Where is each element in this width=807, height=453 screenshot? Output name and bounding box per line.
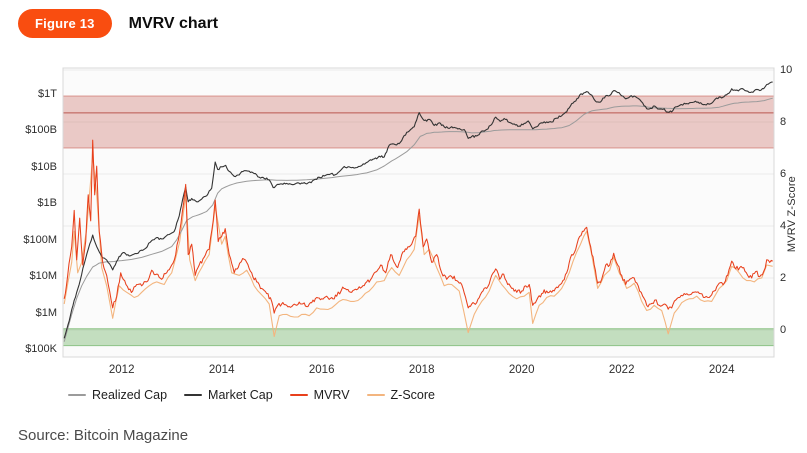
x-axis-tick: 2020: [508, 364, 535, 376]
right-axis-title: MVRV Z-Score: [786, 176, 798, 253]
y-axis-right-tick: 10: [780, 64, 793, 76]
legend-item-market-cap[interactable]: Market Cap: [184, 388, 273, 402]
legend-label: Market Cap: [208, 388, 273, 402]
legend-swatch-icon: [289, 394, 308, 396]
legend-swatch-icon: [366, 394, 385, 396]
y-axis-right-tick: 4: [780, 220, 787, 232]
y-axis-left-tick: $10B: [31, 160, 57, 173]
x-axis-tick: 2014: [208, 364, 235, 376]
legend-label: Realized Cap: [92, 388, 168, 402]
x-axis-tick: 2024: [708, 364, 735, 376]
y-axis-right-tick: 8: [780, 116, 787, 128]
legend-item-z-score[interactable]: Z-Score: [366, 388, 435, 402]
legend-swatch-icon: [68, 394, 86, 396]
source-text: Source: Bitcoin Magazine: [18, 427, 189, 444]
y-axis-left-tick: $100K: [25, 343, 57, 356]
legend-label: MVRV: [313, 388, 350, 402]
y-axis-left-tick: $100B: [25, 124, 57, 137]
y-axis-left-tick: $100M: [23, 233, 57, 246]
y-axis-right-tick: 2: [780, 272, 787, 284]
y-axis-left-tick: $1B: [37, 197, 57, 210]
chart-legend: Realized Cap Market Cap MVRV Z-Score: [68, 388, 435, 402]
x-axis-tick: 2016: [308, 364, 335, 376]
series-line-mvrv: [63, 139, 773, 314]
plot-border: [62, 67, 775, 358]
legend-label: Z-Score: [390, 388, 435, 402]
legend-item-mvrv[interactable]: MVRV: [289, 388, 350, 402]
x-axis-tick: 2022: [608, 364, 635, 376]
figure-header: Figure 13 MVRV chart: [18, 9, 218, 38]
x-axis-tick: 2018: [408, 364, 435, 376]
undervalued-zone: [63, 328, 774, 346]
legend-item-realized-cap[interactable]: Realized Cap: [68, 388, 167, 402]
legend-swatch-icon: [184, 394, 203, 396]
y-axis-left-tick: $1M: [35, 306, 57, 319]
y-axis-right-tick: 0: [780, 324, 787, 336]
y-axis-right-tick: 6: [780, 168, 787, 180]
y-axis-left-tick: $10M: [29, 270, 57, 283]
page-title: MVRV chart: [128, 14, 219, 32]
overvalued-zone: [63, 96, 774, 148]
y-axis-left-tick: $1T: [38, 87, 57, 100]
x-axis-tick: 2012: [108, 364, 135, 376]
figure-badge: Figure 13: [18, 9, 112, 38]
